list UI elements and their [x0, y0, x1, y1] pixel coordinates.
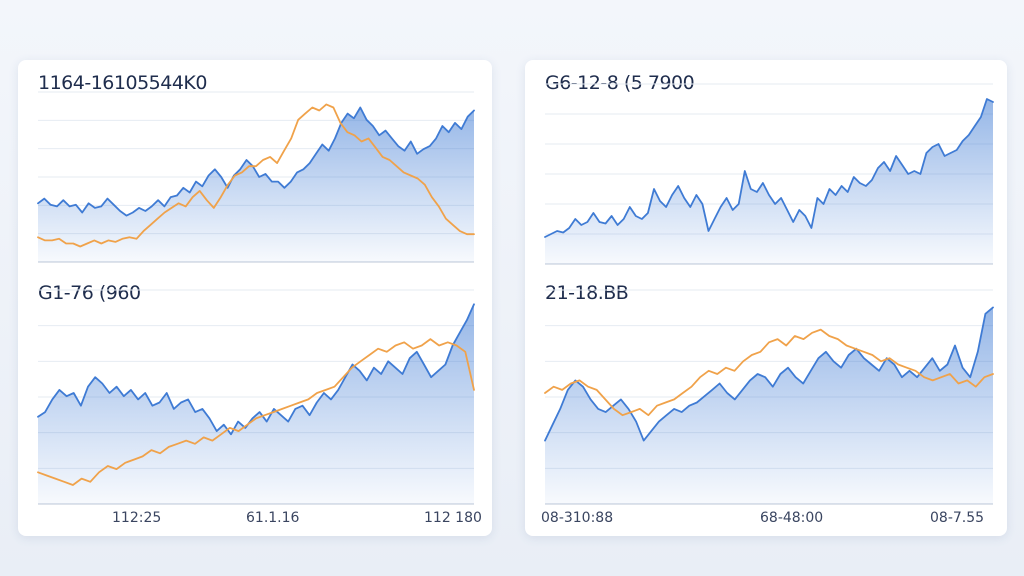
series-line-primary: [544, 306, 994, 442]
chart-1-title: 1164-16105544K0: [38, 72, 207, 94]
series-area-fill: [38, 107, 474, 262]
series-area-fill: [545, 307, 993, 504]
series-line-secondary: [37, 103, 475, 248]
chart-4-xtick-1: 68-48:00: [760, 510, 824, 526]
chart-4-xtick-2: 08-7.55: [930, 510, 985, 526]
chart-3-xtick-1: 61.1.16: [246, 510, 300, 526]
chart-2-title: G6-12-8 (5 7900: [545, 72, 695, 94]
series-line-primary: [37, 303, 475, 436]
series-line-secondary: [37, 338, 475, 486]
series-line-primary: [37, 106, 475, 217]
series-line-primary: [544, 98, 994, 238]
chart-3-xtick-2: 112 180: [424, 510, 482, 526]
chart-3-xtick-0: 112:25: [112, 510, 162, 526]
series-line-secondary: [544, 328, 994, 417]
chart-4-title: 21-18.BB: [545, 282, 629, 304]
series-area-fill: [545, 99, 993, 264]
chart-3-title: G1-76 (960: [38, 282, 141, 304]
chart-4-xtick-0: 08-310:88: [541, 510, 614, 526]
